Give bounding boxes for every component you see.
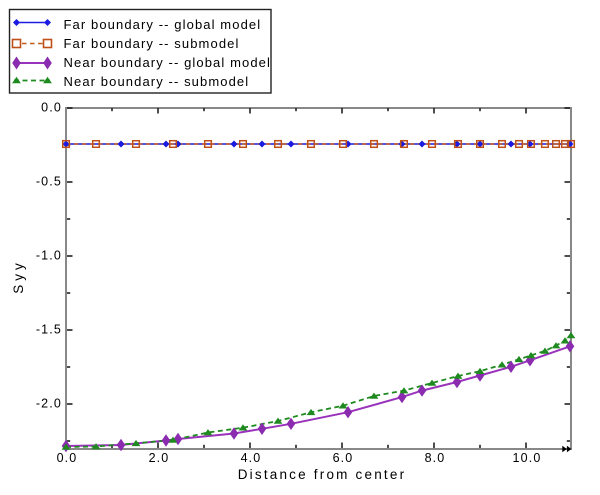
svg-text:0.0: 0.0: [57, 451, 78, 465]
svg-text:8.0: 8.0: [425, 451, 446, 465]
svg-text:-0.5: -0.5: [36, 175, 62, 189]
svg-text:0.0: 0.0: [41, 101, 62, 115]
svg-text:6.0: 6.0: [333, 451, 354, 465]
svg-text:Distance from center: Distance from center: [238, 467, 407, 482]
svg-text:Near boundary -- global model: Near boundary -- global model: [64, 55, 272, 70]
svg-text:-1.5: -1.5: [36, 323, 62, 337]
svg-text:-1.0: -1.0: [36, 249, 62, 263]
svg-text:10.0: 10.0: [513, 451, 542, 465]
svg-text:Near boundary -- submodel: Near boundary -- submodel: [64, 74, 250, 89]
svg-text:Syy: Syy: [11, 259, 26, 294]
svg-text:Far boundary -- submodel: Far boundary -- submodel: [64, 36, 240, 51]
svg-text:-2.0: -2.0: [36, 397, 62, 411]
svg-text:2.0: 2.0: [149, 451, 170, 465]
svg-text:4.0: 4.0: [241, 451, 262, 465]
svg-text:Far boundary -- global model: Far boundary -- global model: [64, 17, 262, 32]
